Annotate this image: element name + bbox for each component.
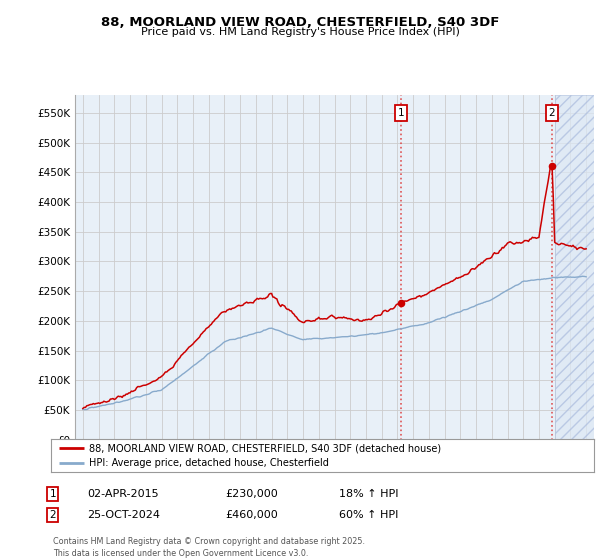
Text: 1: 1 [49,489,56,499]
Text: 1: 1 [398,108,404,118]
Text: £460,000: £460,000 [225,510,278,520]
Point [547,162,557,171]
Text: 60% ↑ HPI: 60% ↑ HPI [339,510,398,520]
Text: £230,000: £230,000 [225,489,278,499]
Text: Contains HM Land Registry data © Crown copyright and database right 2025.
This d: Contains HM Land Registry data © Crown c… [53,537,365,558]
Text: 2: 2 [49,510,56,520]
Text: HPI: Average price, detached house, Chesterfield: HPI: Average price, detached house, Ches… [89,459,329,468]
Text: 88, MOORLAND VIEW ROAD, CHESTERFIELD, S40 3DF (detached house): 88, MOORLAND VIEW ROAD, CHESTERFIELD, S4… [89,443,441,453]
Text: 88, MOORLAND VIEW ROAD, CHESTERFIELD, S40 3DF: 88, MOORLAND VIEW ROAD, CHESTERFIELD, S4… [101,16,499,29]
Text: 02-APR-2015: 02-APR-2015 [87,489,158,499]
Point [397,298,406,307]
Text: Price paid vs. HM Land Registry's House Price Index (HPI): Price paid vs. HM Land Registry's House … [140,27,460,38]
Text: 25-OCT-2024: 25-OCT-2024 [87,510,160,520]
Text: 2: 2 [548,108,555,118]
Text: 18% ↑ HPI: 18% ↑ HPI [339,489,398,499]
Bar [554,95,594,440]
